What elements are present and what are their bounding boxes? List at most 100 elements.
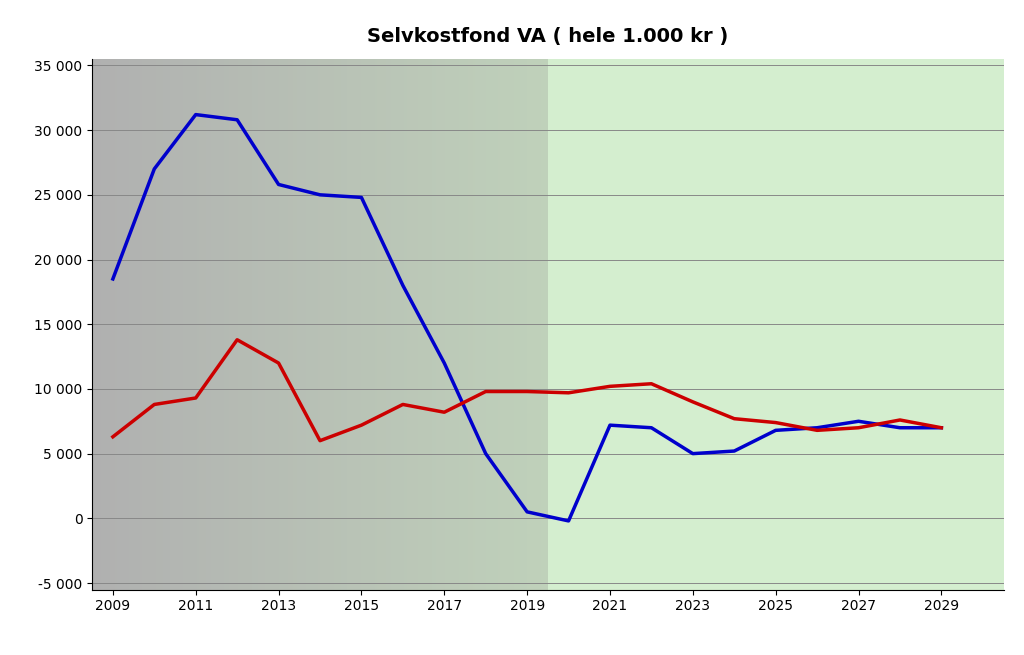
Bar (397, 59, 399, 590)
Bar (370, 59, 373, 590)
Bar (336, 59, 338, 590)
Bar (445, 59, 447, 590)
Bar (247, 59, 250, 590)
Bar (291, 59, 293, 590)
Bar (379, 59, 382, 590)
Bar (548, 59, 1024, 590)
Bar (156, 59, 159, 590)
Bar (279, 59, 282, 590)
Bar (308, 59, 311, 590)
Bar (229, 59, 231, 590)
Bar (146, 59, 150, 590)
Bar (111, 59, 113, 590)
Bar (295, 59, 297, 590)
Bar (438, 59, 440, 590)
Bar (388, 59, 390, 590)
Bar (341, 59, 343, 590)
Bar (523, 59, 525, 590)
Bar (144, 59, 146, 590)
Bar (475, 59, 477, 590)
Bar (133, 59, 135, 590)
Bar (334, 59, 336, 590)
Bar (208, 59, 211, 590)
Bar (267, 59, 270, 590)
Bar (349, 59, 352, 590)
Bar (516, 59, 518, 590)
Bar (293, 59, 295, 590)
Bar (409, 59, 412, 590)
Bar (185, 59, 187, 590)
Bar (455, 59, 457, 590)
Bar (142, 59, 144, 590)
Bar (384, 59, 386, 590)
Bar (466, 59, 468, 590)
Bar (535, 59, 537, 590)
Bar (236, 59, 238, 590)
Bar (453, 59, 455, 590)
Bar (272, 59, 274, 590)
Bar (94, 59, 96, 590)
Bar (498, 59, 500, 590)
Bar (306, 59, 308, 590)
Bar (361, 59, 364, 590)
Bar (113, 59, 115, 590)
Bar (332, 59, 334, 590)
Bar (190, 59, 193, 590)
Bar (96, 59, 99, 590)
Bar (327, 59, 329, 590)
Bar (115, 59, 117, 590)
Bar (338, 59, 341, 590)
Bar (484, 59, 486, 590)
Bar (356, 59, 358, 590)
Bar (200, 59, 202, 590)
Bar (254, 59, 256, 590)
Bar (315, 59, 317, 590)
Bar (276, 59, 279, 590)
Bar (402, 59, 404, 590)
Bar (323, 59, 325, 590)
Bar (544, 59, 546, 590)
Bar (193, 59, 195, 590)
Bar (347, 59, 349, 590)
Bar (284, 59, 286, 590)
Bar (525, 59, 527, 590)
Bar (412, 59, 414, 590)
Bar (245, 59, 247, 590)
Bar (503, 59, 505, 590)
Bar (270, 59, 272, 590)
Bar (129, 59, 131, 590)
Bar (500, 59, 503, 590)
Bar (490, 59, 494, 590)
Bar (243, 59, 245, 590)
Bar (161, 59, 163, 590)
Bar (459, 59, 461, 590)
Bar (183, 59, 185, 590)
Bar (382, 59, 384, 590)
Bar (546, 59, 548, 590)
Bar (150, 59, 152, 590)
Bar (470, 59, 473, 590)
Bar (436, 59, 438, 590)
Bar (486, 59, 488, 590)
Bar (197, 59, 200, 590)
Bar (101, 59, 103, 590)
Bar (179, 59, 181, 590)
Bar (122, 59, 124, 590)
Bar (103, 59, 105, 590)
Bar (299, 59, 302, 590)
Bar (399, 59, 402, 590)
Bar (423, 59, 425, 590)
Bar (404, 59, 407, 590)
Bar (375, 59, 377, 590)
Bar (211, 59, 213, 590)
Bar (138, 59, 140, 590)
Bar (250, 59, 252, 590)
Bar (416, 59, 418, 590)
Bar (109, 59, 111, 590)
Bar (329, 59, 332, 590)
Bar (99, 59, 101, 590)
Bar (352, 59, 354, 590)
Bar (265, 59, 267, 590)
Bar (443, 59, 445, 590)
Bar (174, 59, 176, 590)
